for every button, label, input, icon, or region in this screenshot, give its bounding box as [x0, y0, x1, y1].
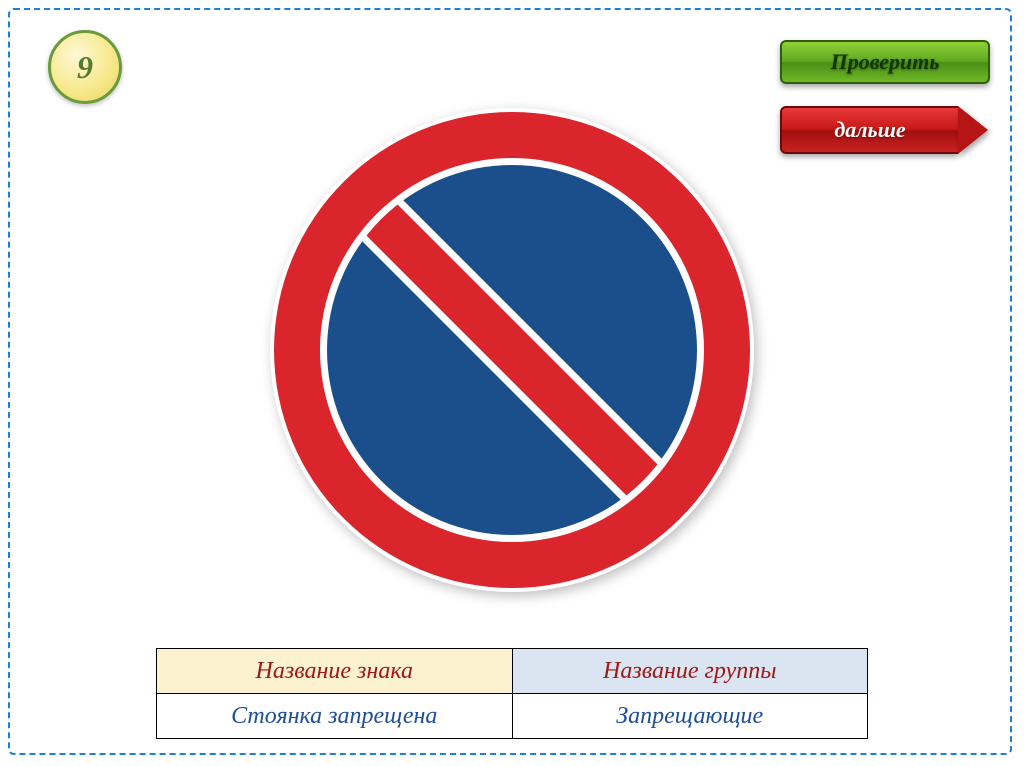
table-row: Стоянка запрещена Запрещающие [157, 694, 868, 739]
value-sign-name: Стоянка запрещена [157, 694, 513, 739]
sign-container [0, 80, 1024, 620]
table-row: Название знака Название группы [157, 649, 868, 694]
value-group-name: Запрещающие [512, 694, 868, 739]
header-group-name: Название группы [512, 649, 868, 694]
check-button-label: Проверить [831, 49, 940, 75]
answer-table: Название знака Название группы Стоянка з… [156, 648, 868, 739]
header-sign-name: Название знака [157, 649, 513, 694]
no-parking-sign-icon [262, 100, 762, 600]
check-button[interactable]: Проверить [780, 40, 990, 84]
